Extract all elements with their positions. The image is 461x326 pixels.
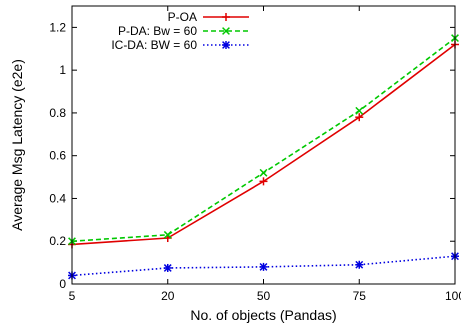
series-line — [71, 37, 456, 243]
data-point — [163, 230, 172, 239]
data-point — [222, 41, 230, 49]
legend-label: P-DA: Bw = 60 — [118, 24, 197, 38]
x-tick-label: 20 — [161, 289, 175, 303]
legend-item: P-DA: Bw = 60 — [118, 24, 249, 38]
data-point — [355, 113, 364, 122]
x-tick-label: 50 — [257, 289, 271, 303]
legend-label: IC-DA: BW = 60 — [111, 38, 197, 52]
data-point — [222, 27, 230, 35]
legend-item: IC-DA: BW = 60 — [111, 38, 249, 52]
y-tick-label: 0.6 — [49, 149, 66, 163]
y-tick-label: 0 — [59, 277, 66, 291]
y-tick-label: 0.2 — [49, 234, 66, 248]
y-tick-label: 1.2 — [49, 20, 66, 34]
x-tick-label: 75 — [353, 289, 367, 303]
series-1 — [68, 40, 459, 249]
data-point — [259, 262, 268, 271]
x-axis-title: No. of objects (Pandas) — [190, 307, 336, 323]
legend-item: P-OA — [168, 10, 249, 24]
x-tick-label: 5 — [69, 289, 76, 303]
plot-frame — [71, 5, 456, 285]
data-point — [222, 13, 230, 21]
data-point — [355, 106, 364, 115]
y-tick-label: 1 — [59, 63, 66, 77]
y-axis-title: Average Msg Latency (e2e) — [9, 59, 25, 231]
series-line — [71, 43, 456, 246]
series-3 — [68, 252, 459, 280]
y-tick-label: 0.8 — [49, 106, 66, 120]
data-point — [259, 168, 268, 177]
series-line — [71, 255, 456, 277]
x-tick-label: 100 — [445, 289, 461, 303]
series-layer — [68, 34, 459, 280]
data-point — [355, 260, 364, 269]
data-point — [163, 263, 172, 272]
data-point — [259, 177, 268, 186]
legend-label: P-OA — [168, 10, 197, 24]
axis-ticks: 0 0.2 0.4 0.6 0.8 1 1.2 5 20 50 75 100 — [49, 6, 461, 303]
series-2 — [68, 34, 459, 246]
y-tick-label: 0.4 — [49, 191, 66, 205]
